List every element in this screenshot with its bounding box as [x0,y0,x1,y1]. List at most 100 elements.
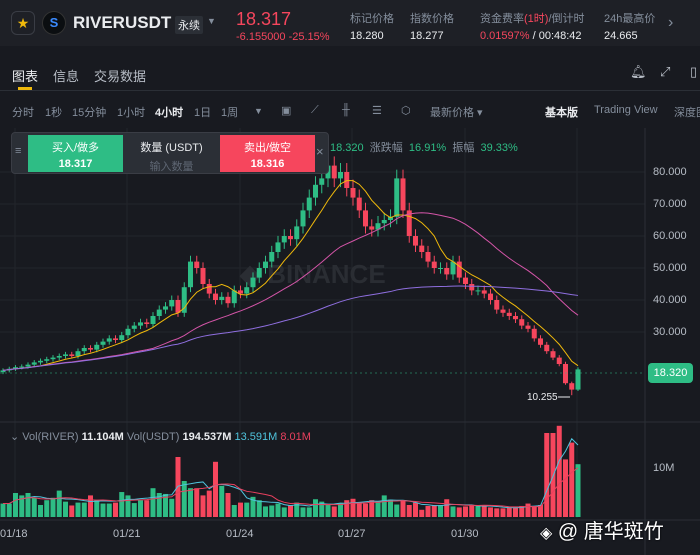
candle-body [69,354,75,356]
candlestick-chart[interactable]: ◆ BINANCE [0,128,700,555]
last-price: 18.317 [236,9,292,29]
candle-body [19,366,25,368]
bell-icon[interactable]: 🔔︎ [630,64,647,79]
high-24h-value: 24.665 [604,30,638,42]
candle-body [231,290,237,304]
volume-bar [506,507,512,517]
volume-bar [206,490,212,517]
amplitude-value: 39.33% [480,142,518,154]
indicator-icon[interactable]: ⟋ [311,104,319,116]
volume-bar [244,502,250,517]
drag-handle-icon[interactable]: ≡ [15,145,22,157]
mark-price-label: 标记价格 [350,13,394,25]
volume-bar [263,506,268,517]
interval-time[interactable]: 分时 [12,107,34,119]
tab-chart[interactable]: 图表 [12,69,39,84]
binance-logo-icon: ◈ [540,525,553,542]
amplitude-label: 振幅 [452,142,475,154]
symbol-dropdown-icon[interactable]: ▼ [207,16,216,26]
funding-label: 资金费率 [480,13,524,25]
candle-body [269,252,275,262]
view-depth[interactable]: 深度图 [674,107,700,119]
volume-bar [25,493,31,517]
candle-body [63,354,68,356]
candle-body [31,362,37,365]
candle-body [175,300,181,313]
candle-body [481,290,487,294]
volume-bar [525,503,531,517]
volume-bar [306,507,312,517]
candle-body [500,309,506,313]
calendar-icon[interactable]: ▣ [281,105,292,117]
volume-bar [6,503,12,517]
candle-body [88,348,93,350]
view-basic[interactable]: 基本版 [545,107,578,119]
candle-body [388,216,393,220]
volume-bar [113,502,118,517]
high-24h-label: 24h最高价 [604,13,656,25]
interval-4h[interactable]: 4小时 [155,107,184,119]
quantity-placeholder: 输入数量 [149,161,194,173]
buy-long-button[interactable]: 买入/做多 18.317 [28,135,123,172]
favorite-star-icon[interactable]: ★ [11,11,35,35]
contract-badge: 永续 [175,16,203,34]
volume-bar [213,461,218,517]
interval-1s[interactable]: 1秒 [45,107,63,119]
settings-list-icon[interactable]: ☰ [372,105,382,117]
more-intervals-icon[interactable]: ▼ [254,106,263,116]
volume-bar [350,498,356,517]
interval-15m[interactable]: 15分钟 [72,107,107,119]
interval-1d[interactable]: 1日 [194,107,212,119]
buy-label: 买入/做多 [51,142,100,154]
interval-1w[interactable]: 1周 [221,107,239,119]
candle-body [56,356,62,358]
candle-body [313,184,318,198]
tab-info[interactable]: 信息 [53,69,80,84]
candle-body [488,293,493,300]
view-tradingview[interactable]: Trading View [594,104,658,116]
vol-usdt-value: 194.537M [182,431,232,443]
chevron-right-icon[interactable]: › [668,14,674,31]
candle-type-icon[interactable]: ╫ [342,104,350,116]
volume-bar [469,505,475,517]
funding-rate-label: 资金费率(1时)/倒计时 [480,10,585,26]
volume-bar [544,433,550,517]
x-tick: 01/21 [113,528,141,540]
volume-bar [69,505,75,517]
price-type-select[interactable]: 最新价格 ▾ [430,107,483,119]
candle-body [256,268,262,278]
volume-bar [19,495,25,517]
volume-bar [44,500,50,517]
volume-bar [494,508,500,517]
expand-icon[interactable]: ⤢ [660,64,671,79]
close-icon[interactable]: × [316,144,324,159]
index-price-label[interactable]: 指数价格 [410,13,454,25]
volume-bar [188,488,193,517]
ma7-line [2,180,579,371]
symbol-name[interactable]: RIVERUSDT [73,13,172,32]
volume-bar [288,505,293,517]
funding-rate-value: 0.01597% / 00:48:42 [480,30,582,42]
volume-bar [575,464,581,517]
candle-body [531,328,537,339]
volume-bar [438,505,443,517]
x-tick: 01/18 [0,528,28,540]
sell-short-button[interactable]: 卖出/做空 18.316 [220,135,315,172]
volume-bar [519,505,525,517]
volume-bar [531,506,537,517]
interval-1h[interactable]: 1小时 [117,107,146,119]
candle-body [113,338,118,340]
volume-bar [413,502,418,517]
candle-body [331,165,337,179]
collapse-chevron-icon[interactable]: ⌄ [10,431,20,443]
hexagon-settings-icon[interactable]: ⬡ [401,105,411,117]
volume-bar [513,507,518,517]
candle-body [369,226,375,230]
tab-trading-data[interactable]: 交易数据 [94,69,147,84]
volume-bar [463,506,468,517]
layout-icon[interactable]: ▯ [690,64,698,79]
candle-body [144,322,150,324]
candle-body [394,178,400,217]
volume-bar [294,502,300,517]
quantity-input[interactable]: 数量 (USDT) 输入数量 [123,135,220,173]
